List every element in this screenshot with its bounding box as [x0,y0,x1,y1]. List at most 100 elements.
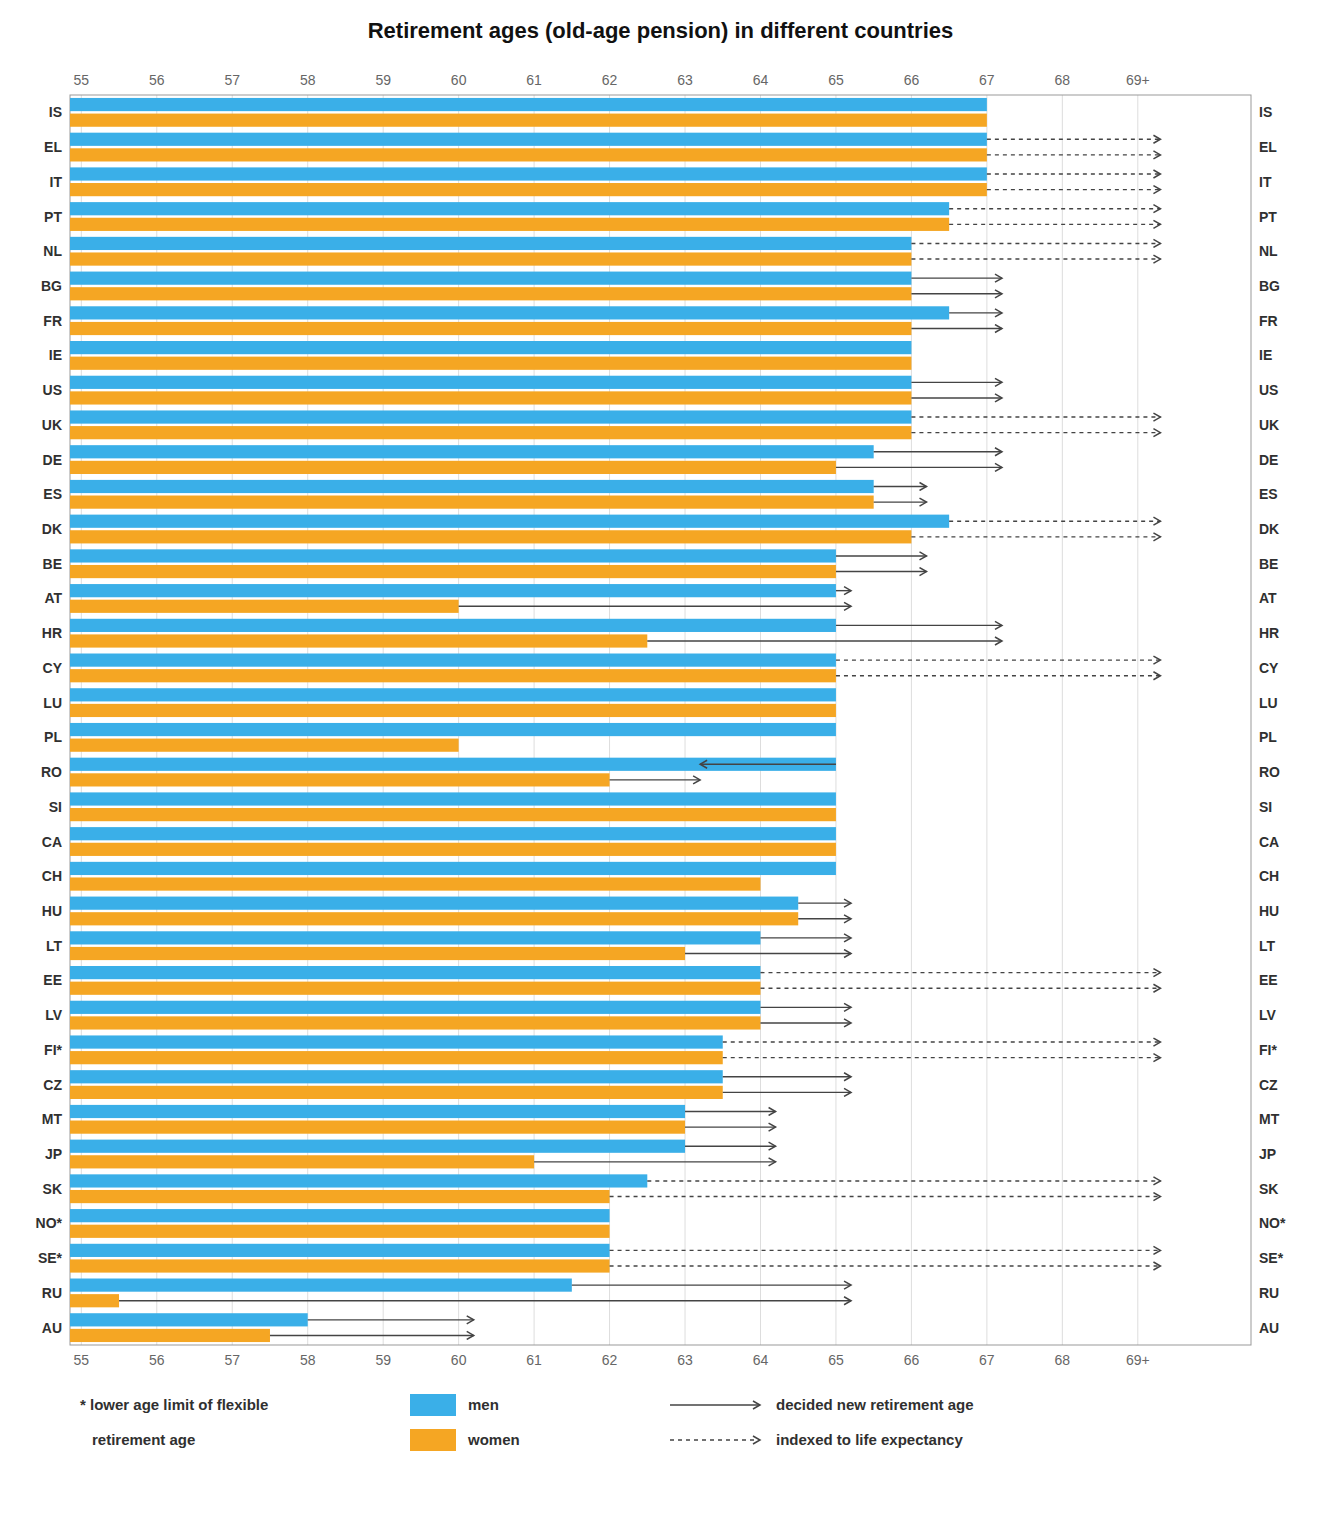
bar [70,218,949,231]
bar [70,688,836,701]
x-tick-label-bottom: 55 [74,1352,90,1368]
bar [70,827,836,840]
bar [70,565,836,578]
y-label-left: NL [43,243,62,259]
y-label-right: UK [1259,417,1279,433]
y-label-left: JP [45,1146,62,1162]
y-label-right: CA [1259,834,1279,850]
x-tick-label-bottom: 57 [224,1352,240,1368]
bar [70,1244,610,1257]
arrow-dotted [836,659,1160,660]
y-label-left: CA [42,834,62,850]
bar [70,1313,308,1326]
bar [70,391,911,404]
arrow-solid [685,953,851,954]
y-label-right: IS [1259,104,1272,120]
x-tick-label-top: 60 [451,72,467,88]
arrow-dotted [647,1180,1160,1181]
bar [70,237,911,250]
arrow-solid [685,1146,776,1147]
arrow-dotted [836,675,1160,676]
y-label-right: BG [1259,278,1280,294]
title: Retirement ages (old-age pension) in dif… [368,18,954,43]
bar [70,322,911,335]
bar [70,1001,760,1014]
y-label-left: RU [42,1285,62,1301]
arrow-solid [572,1284,851,1285]
x-tick-label-top: 68 [1055,72,1071,88]
arrow-dotted [723,1041,1161,1042]
y-label-right: RO [1259,764,1280,780]
bar [70,1140,685,1153]
bar [70,133,987,146]
y-label-right: LV [1259,1007,1277,1023]
bar [70,773,610,786]
y-label-left: HU [42,903,62,919]
bar [70,445,874,458]
x-tick-label-top: 55 [74,72,90,88]
bar [70,669,836,682]
y-label-left: SK [43,1181,62,1197]
y-label-right: CZ [1259,1077,1278,1093]
bar [70,376,911,389]
legend-label: women [467,1431,520,1448]
arrow-solid [874,486,927,487]
y-label-right: NO* [1259,1215,1286,1231]
arrow-solid [685,1111,776,1112]
y-label-right: RU [1259,1285,1279,1301]
legend-label: decided new retirement age [776,1396,974,1413]
bar [70,619,836,632]
bar [70,114,987,127]
x-tick-label-top: 59 [375,72,391,88]
series-men [70,98,1160,1326]
grid-line [986,95,987,1345]
x-tick-label-bottom: 59 [375,1352,391,1368]
y-label-right: ES [1259,486,1278,502]
y-label-right: SK [1259,1181,1278,1197]
y-label-left: UK [42,417,62,433]
bar [70,252,911,265]
y-label-left: BG [41,278,62,294]
arrow-dotted [610,1196,1161,1197]
arrow-solid [874,451,1002,452]
x-tick-label-bottom: 63 [677,1352,693,1368]
y-label-right: CY [1259,660,1279,676]
y-label-left: LT [46,938,63,954]
y-label-left: HR [42,625,62,641]
arrow-solid [760,1022,851,1023]
grid-line [1137,95,1138,1345]
arrow-solid [798,918,851,919]
arrow-solid [874,501,927,502]
bar [70,966,760,979]
bar [70,600,459,613]
y-label-left: IE [49,347,62,363]
y-label-right: IT [1259,174,1272,190]
arrow-solid [685,1126,776,1127]
note: * lower age limit of flexible [80,1396,268,1413]
x-tick-label-bottom: 66 [904,1352,920,1368]
bar [70,792,836,805]
bar [70,148,987,161]
bar [70,357,911,370]
bar [70,167,987,180]
x-tick-label-bottom: 68 [1055,1352,1071,1368]
y-label-right: EL [1259,139,1277,155]
bar [70,530,911,543]
y-label-left: DE [43,452,62,468]
arrow-dotted [949,208,1160,209]
y-label-left: AU [42,1320,62,1336]
arrow-solid [534,1161,775,1162]
y-label-left: LV [45,1007,63,1023]
y-label-left: EL [44,139,62,155]
x-tick-label-bottom: 62 [602,1352,618,1368]
x-tick-label-top: 63 [677,72,693,88]
bar [70,947,685,960]
arrow-solid [911,277,1002,278]
x-tick-label-top: 57 [224,72,240,88]
y-label-left: US [43,382,62,398]
bar [70,1259,610,1272]
x-tick-label-top: 64 [753,72,769,88]
marks [70,98,1160,1342]
y-label-right: SE* [1259,1250,1284,1266]
bar [70,1016,760,1029]
